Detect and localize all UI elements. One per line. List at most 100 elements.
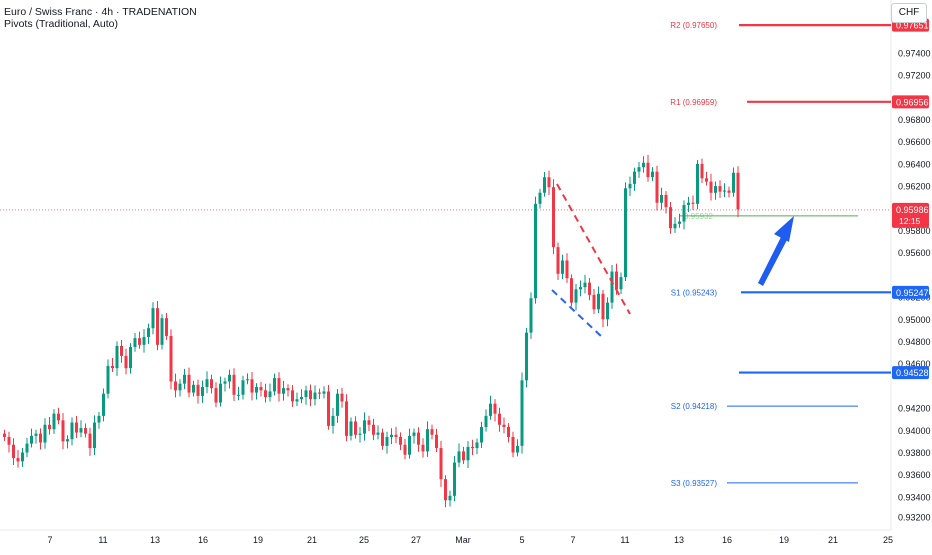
candle — [426, 421, 429, 457]
candle — [313, 385, 317, 406]
candle — [327, 384, 330, 430]
candle — [394, 426, 398, 444]
time-tick-label: Mar — [455, 535, 471, 545]
candle — [241, 375, 245, 400]
candle — [133, 332, 137, 352]
candle — [408, 428, 411, 459]
candle — [30, 428, 33, 448]
candle — [430, 424, 434, 440]
candle — [448, 490, 452, 507]
candle — [372, 418, 375, 441]
indicator-legend[interactable]: Pivots (Traditional, Auto) — [4, 18, 118, 30]
symbol-title: Euro / Swiss Franc · 4h · TRADENATION — [4, 6, 197, 18]
candle — [79, 420, 83, 438]
candle — [444, 475, 447, 508]
candle — [246, 373, 249, 385]
candle — [691, 195, 695, 211]
candle — [421, 438, 425, 458]
price-tick-label: 0.95800 — [898, 226, 931, 236]
candle — [700, 158, 704, 183]
candle — [466, 441, 470, 469]
candle — [142, 329, 146, 353]
time-tick-label: 5 — [519, 535, 524, 545]
price-tick-label: 0.94800 — [898, 337, 931, 347]
candle — [678, 213, 681, 228]
price-tick-label: 0.97200 — [898, 71, 931, 81]
time-tick-label: 7 — [47, 535, 52, 545]
candle — [561, 254, 564, 280]
time-tick-label: 25 — [359, 535, 369, 545]
candle — [336, 389, 339, 423]
candle — [507, 423, 510, 443]
candle — [511, 431, 515, 458]
candle — [534, 196, 537, 304]
candle — [399, 432, 402, 451]
candle — [637, 161, 641, 178]
candle — [583, 274, 587, 294]
candle — [574, 284, 578, 311]
candle — [628, 176, 632, 197]
candle — [570, 274, 573, 307]
support-price-text: 0.94528 — [896, 368, 929, 378]
candle — [579, 280, 582, 297]
bar-countdown-text: 12:15 — [899, 216, 921, 226]
candle — [88, 427, 92, 456]
candle — [453, 455, 456, 502]
candle — [39, 428, 42, 450]
candle — [93, 415, 96, 456]
price-tick-label: 0.93800 — [898, 448, 931, 458]
candle — [201, 380, 204, 403]
candle — [57, 407, 60, 425]
candle — [363, 412, 366, 441]
candle — [7, 431, 11, 453]
candle — [277, 372, 281, 402]
candle — [705, 171, 708, 186]
price-tick-label: 0.94000 — [898, 426, 931, 436]
candle — [322, 386, 326, 399]
pivot-r1-label: R1 (0.96959) — [670, 98, 717, 107]
candle — [349, 417, 353, 441]
current-price-text: 0.95986 — [896, 205, 929, 215]
candle — [70, 417, 74, 446]
time-tick-label: 19 — [779, 535, 789, 545]
candle — [471, 439, 474, 456]
candle — [111, 358, 114, 373]
candle — [516, 439, 519, 457]
candle — [619, 272, 623, 294]
candle — [714, 181, 717, 200]
candle — [633, 167, 636, 191]
currency-button[interactable]: CHF — [891, 3, 927, 23]
candle — [493, 399, 497, 422]
candle — [660, 187, 663, 210]
candle — [484, 409, 488, 432]
candle — [304, 385, 308, 405]
candle — [52, 409, 56, 434]
candle — [187, 367, 191, 398]
candle — [696, 159, 699, 210]
candle — [736, 166, 740, 218]
candle — [547, 170, 551, 195]
candle — [601, 289, 605, 328]
candle — [255, 383, 258, 400]
time-tick-label: 7 — [570, 535, 575, 545]
candle — [102, 388, 105, 422]
support-price-tag — [892, 366, 929, 380]
time-tick-label: 19 — [253, 535, 263, 545]
candle — [264, 383, 267, 403]
candle — [538, 188, 542, 209]
candle — [232, 368, 236, 401]
candle — [192, 380, 195, 397]
price-tick-label: 0.93400 — [898, 492, 931, 502]
candle — [381, 428, 384, 450]
time-tick-label: 21 — [828, 535, 838, 545]
candle — [624, 182, 627, 281]
candle — [502, 417, 506, 434]
candle — [529, 292, 533, 339]
candle — [178, 379, 182, 397]
candle — [214, 382, 218, 408]
candle — [655, 165, 659, 211]
candle — [291, 385, 294, 407]
price-tick-label: 0.94600 — [898, 359, 931, 369]
